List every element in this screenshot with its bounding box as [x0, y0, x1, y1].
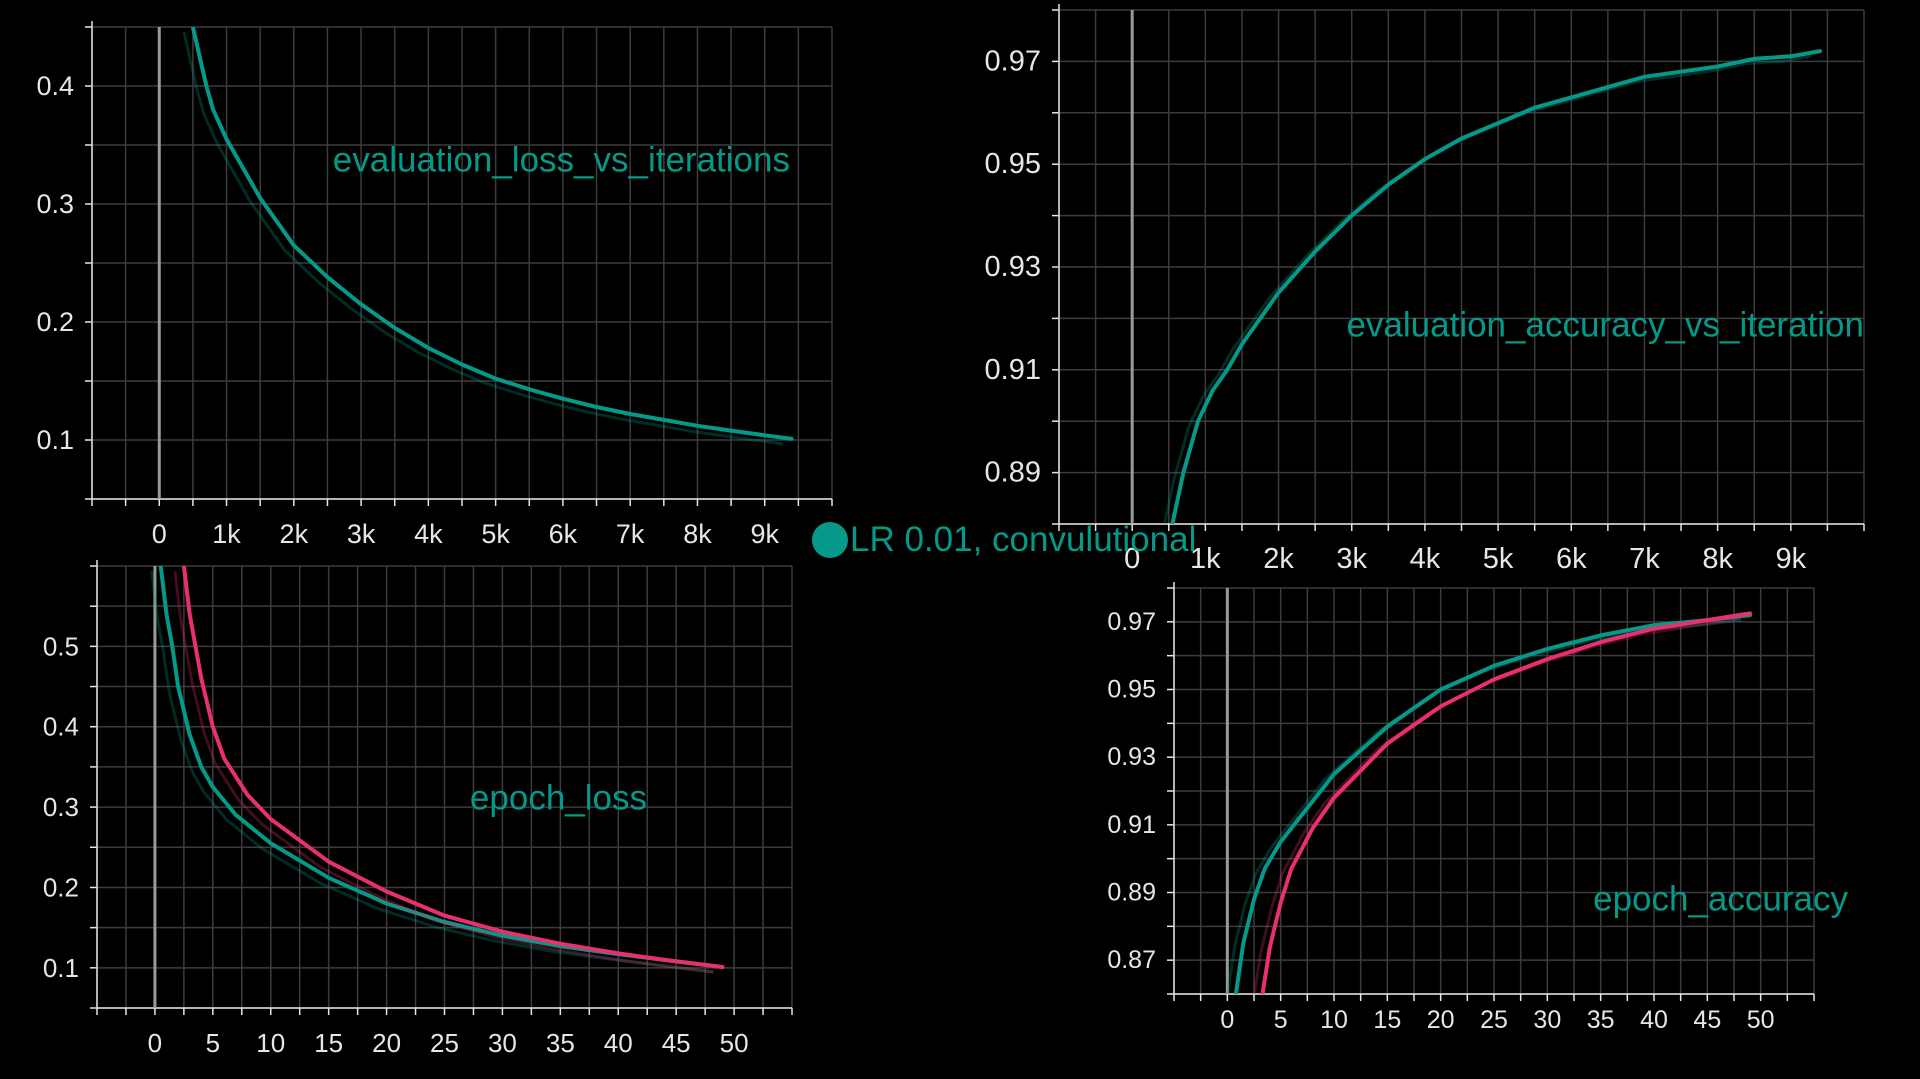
- x-tick-label: 5: [206, 1028, 220, 1058]
- y-tick-label: 0.93: [1107, 743, 1156, 771]
- x-tick-label: 0: [1220, 1006, 1234, 1034]
- x-tick-label: 3k: [347, 519, 376, 549]
- y-tick-label: 0.5: [43, 631, 79, 661]
- x-tick-label: 20: [372, 1028, 401, 1058]
- x-tick-label: 4k: [1410, 543, 1441, 575]
- x-tick-label: 2k: [1263, 543, 1294, 575]
- x-tick-label: 50: [720, 1028, 749, 1058]
- x-tick-label: 40: [604, 1028, 633, 1058]
- x-tick-label: 50: [1747, 1006, 1775, 1034]
- x-tick-label: 7k: [616, 519, 645, 549]
- legend[interactable]: LR 0.01, convulutional: [812, 520, 1197, 559]
- series-shadow-line: [173, 570, 714, 974]
- x-tick-label: 10: [1320, 1006, 1348, 1034]
- y-tick-label: 0.2: [43, 872, 79, 902]
- x-tick-label: 15: [314, 1028, 343, 1058]
- chart-title: evaluation_loss_vs_iterations: [333, 141, 790, 180]
- x-tick-label: 8k: [1702, 543, 1733, 575]
- x-tick-label: 5: [1274, 1006, 1288, 1034]
- y-tick-label: 0.2: [36, 307, 74, 337]
- x-tick-label: 30: [488, 1028, 517, 1058]
- x-tick-label: 1k: [212, 519, 241, 549]
- x-tick-label: 45: [662, 1028, 691, 1058]
- y-tick-label: 0.91: [985, 354, 1041, 386]
- chart-panel-1: 0.1 0.2 0.3 0.4 0 1k 2k 3k 4k 5k 6k 7k 8k 9k evaluatio…: [36, 21, 833, 549]
- chart-title: evaluation_accuracy_vs_iteration: [1346, 306, 1864, 345]
- x-tick-label: 0: [1124, 543, 1140, 575]
- legend-label: LR 0.01, convulutional: [850, 520, 1197, 559]
- x-tick-label: 5k: [1483, 543, 1514, 575]
- y-tick-label: 0.1: [36, 425, 74, 455]
- y-tick-label: 0.97: [1107, 608, 1156, 636]
- y-tick-label: 0.3: [36, 189, 74, 219]
- legend-swatch: [812, 522, 848, 558]
- x-tick-label: 9k: [1775, 543, 1806, 575]
- x-tick-label: 25: [1480, 1006, 1508, 1034]
- series-shadow-line: [150, 570, 714, 974]
- y-tick-label: 0.3: [43, 792, 79, 822]
- y-tick-label: 0.95: [985, 148, 1041, 180]
- x-tick-label: 45: [1693, 1006, 1721, 1034]
- chart-title: epoch_accuracy: [1593, 880, 1848, 919]
- chart-title: epoch_loss: [470, 779, 647, 818]
- y-tick-label: 0.93: [985, 251, 1041, 283]
- y-tick-label: 0.89: [985, 457, 1041, 489]
- x-tick-label: 1k: [1190, 543, 1221, 575]
- x-tick-label: 0: [152, 519, 167, 549]
- x-tick-label: 2k: [280, 519, 309, 549]
- y-tick-label: 0.97: [985, 45, 1041, 77]
- series-shadow-line: [182, 31, 783, 446]
- x-tick-label: 6k: [1556, 543, 1587, 575]
- y-tick-label: 0.4: [43, 712, 79, 742]
- x-tick-label: 8k: [683, 519, 712, 549]
- series-line-1: [1233, 613, 1752, 994]
- y-tick-label: 0.95: [1107, 676, 1156, 704]
- x-tick-label: 4k: [414, 519, 443, 549]
- chart-panel-2: 0.89 0.91 0.93 0.95 0.97 0 1k 2k 3k 4k 5k 6k 7k 8k 9k e…: [985, 4, 1865, 575]
- x-tick-label: 40: [1640, 1006, 1668, 1034]
- y-tick-label: 0.89: [1107, 879, 1156, 907]
- series-line-2: [181, 566, 725, 969]
- chart-panel-3: 0.1 0.2 0.3 0.4 0.5 0 5 10 15 20 25 30 35 40 45 50 epoch…: [43, 560, 793, 1058]
- series-line-1: [1170, 49, 1823, 524]
- x-tick-label: 9k: [750, 519, 779, 549]
- y-tick-label: 0.87: [1107, 946, 1156, 974]
- series-line-2: [1260, 611, 1752, 994]
- y-tick-label: 0.4: [36, 71, 74, 101]
- x-tick-label: 35: [1587, 1006, 1615, 1034]
- x-tick-label: 25: [430, 1028, 459, 1058]
- x-tick-label: 15: [1373, 1006, 1401, 1034]
- x-tick-label: 0: [148, 1028, 162, 1058]
- x-tick-label: 5k: [481, 519, 510, 549]
- x-tick-label: 35: [546, 1028, 575, 1058]
- y-tick-label: 0.1: [43, 953, 79, 983]
- chart-panel-4: 0.87 0.89 0.91 0.93 0.95 0.97 0 5 10 15 20 25 30 35 40…: [1107, 582, 1848, 1034]
- x-tick-label: 30: [1533, 1006, 1561, 1034]
- y-tick-label: 0.91: [1107, 811, 1156, 839]
- series-line-1: [190, 27, 794, 441]
- x-tick-label: 6k: [549, 519, 578, 549]
- x-tick-label: 20: [1427, 1006, 1455, 1034]
- x-tick-label: 7k: [1629, 543, 1660, 575]
- x-tick-label: 10: [256, 1028, 285, 1058]
- x-tick-label: 3k: [1336, 543, 1367, 575]
